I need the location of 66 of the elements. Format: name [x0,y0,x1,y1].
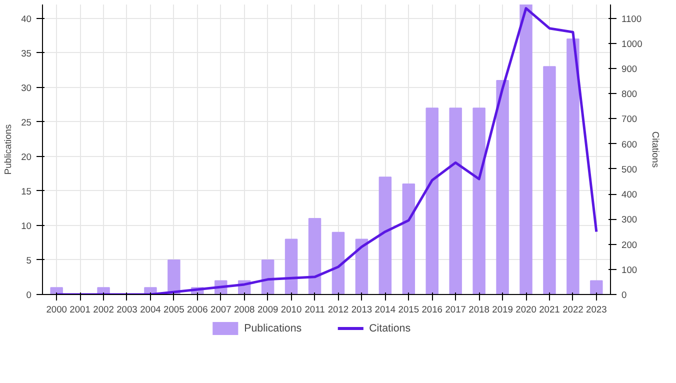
x-tick-label: 2003 [116,304,138,314]
bar [168,259,180,294]
bar [355,238,368,294]
bar [402,184,416,294]
y2-tick-label: 1000 [622,38,642,49]
y2-tick-label: 1100 [622,14,642,24]
x-tick-label: 2021 [539,304,560,314]
legend-label: Citations [369,322,411,334]
bar [496,80,509,294]
x-tick-label: 2009 [257,304,278,314]
bar [284,238,298,294]
bar [543,66,556,294]
x-tick-label: 2006 [187,304,208,314]
x-tick-label: 2004 [140,304,161,314]
y-tick-label: 30 [21,82,32,93]
x-tick-label: 2008 [234,304,255,314]
bar [332,232,345,294]
x-tick-label: 2016 [422,304,443,314]
y2-tick-label: 700 [622,114,638,124]
x-tick-label: 2014 [374,304,396,314]
line-series [55,7,598,294]
y2-tick-label: 200 [622,240,638,250]
bar [308,218,322,294]
y2-tick-label: 400 [622,190,638,200]
x-tick-label: 2018 [468,304,490,314]
x-tick-label: 2020 [516,304,536,314]
bar [520,4,532,294]
y-tick-label: 35 [21,48,32,58]
y-axis-title: Publications [3,124,14,175]
bar [472,108,486,294]
bar [50,287,63,294]
y-tick-label: 5 [26,255,32,266]
x-tick-label: 2001 [70,304,90,314]
y-tick-label: 20 [21,152,32,162]
y2-tick-label: 300 [622,214,638,225]
y2-axis-title: Citations [650,131,660,168]
x-tick-label: 2023 [586,304,607,314]
x-tick-label: 2007 [210,304,232,314]
y-tick-label: 10 [21,220,32,231]
y-tick-label: 25 [21,117,32,128]
bar [590,280,603,294]
x-tick-label: 2010 [280,304,302,314]
y2-tick-label: 600 [622,139,638,150]
y-tick-label: 0 [26,290,32,300]
y2-tick-label: 500 [622,164,638,174]
x-tick-label: 2000 [46,304,67,314]
x-tick-label: 2017 [445,304,466,314]
x-tick-label: 2022 [562,304,584,314]
x-tick-label: 2002 [93,304,114,314]
y-tick-label: 40 [21,14,32,24]
y-tick-label: 15 [21,186,32,196]
y2-tick-label: 800 [622,89,638,100]
x-tick-label: 2005 [164,304,184,314]
x-tick-label: 2013 [351,304,372,314]
y2-tick-label: 900 [622,64,638,74]
bar [426,108,438,294]
bar [449,108,462,294]
legend-label: Publications [244,322,302,334]
y2-tick-label: 100 [622,264,638,275]
x-tick-label: 2012 [328,304,349,314]
x-tick-label: 2019 [492,304,513,314]
bar [378,176,392,294]
bar [566,38,580,294]
x-tick-label: 2015 [398,304,420,314]
y2-tick-label: 0 [622,290,627,300]
x-tick-label: 2011 [304,304,325,314]
